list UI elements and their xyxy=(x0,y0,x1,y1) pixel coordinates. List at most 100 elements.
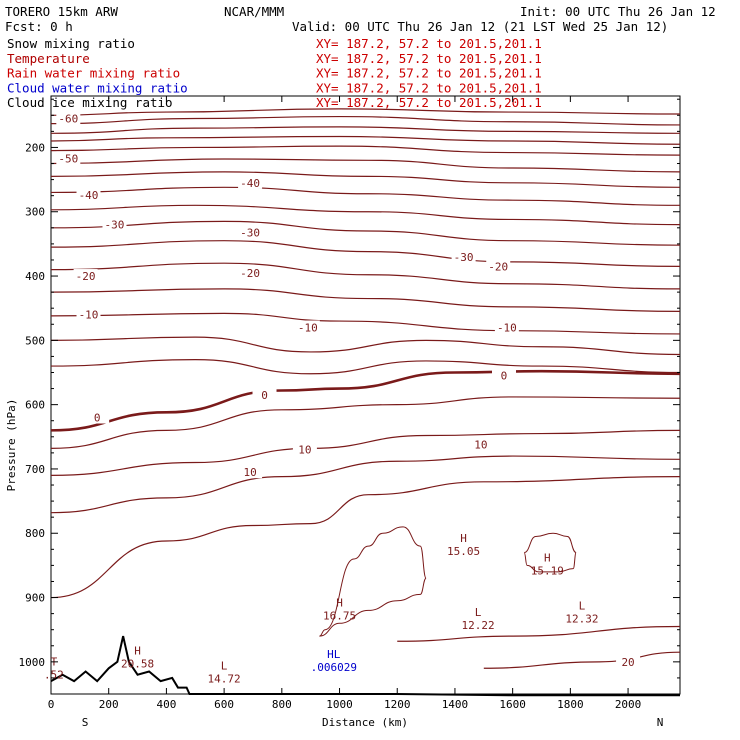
legend-field-extent: XY= 187.2, 57.2 to 201.5,201.1 xyxy=(316,95,542,110)
contour-label-bg xyxy=(468,437,493,451)
legend-field-label: Rain water mixing ratio xyxy=(7,66,180,81)
y-tick-label: 500 xyxy=(25,334,45,347)
y-tick-label: 400 xyxy=(25,270,45,283)
isotherm-line xyxy=(50,135,681,145)
legend-field-extent: XY= 187.2, 57.2 to 201.5,201.1 xyxy=(316,80,542,95)
x-tick-label: 1600 xyxy=(499,698,526,711)
isotherm-line xyxy=(50,145,681,156)
contour-label: -10 xyxy=(497,321,517,334)
contour-label-bg xyxy=(76,188,101,202)
x-tick-label: 600 xyxy=(214,698,234,711)
y-tick-label: 600 xyxy=(25,399,45,412)
y-tick-label: 800 xyxy=(25,527,45,540)
x-tick-label: 400 xyxy=(156,698,176,711)
isotherm-line xyxy=(50,312,681,335)
extremum-value: 15.05 xyxy=(447,545,480,558)
x-tick-label: 1200 xyxy=(384,698,411,711)
y-tick-label: 900 xyxy=(25,592,45,605)
extremum-value: 12.32 xyxy=(565,613,598,626)
contour-label: 20 xyxy=(621,656,634,669)
contour-label: -20 xyxy=(76,270,96,283)
contour-label: -40 xyxy=(79,189,99,202)
contour-label-bg xyxy=(238,265,263,279)
isotherm-line xyxy=(50,186,681,206)
contour-label: -10 xyxy=(79,309,99,322)
legend-field-extent: XY= 187.2, 57.2 to 201.5,201.1 xyxy=(316,36,542,51)
contour-label: -10 xyxy=(298,321,318,334)
contour-label: -60 xyxy=(58,113,78,126)
isotherm-contours xyxy=(50,108,681,669)
x-tick-label: 0 xyxy=(48,698,55,711)
extremum-marker: L xyxy=(475,606,482,619)
legend-field-label: Cloud ice mixing ratio xyxy=(7,95,173,110)
x-tick-label: 1800 xyxy=(557,698,584,711)
y-tick-label: 200 xyxy=(25,141,45,154)
isotherm-line xyxy=(50,476,681,599)
isotherm-line xyxy=(50,204,681,226)
y-axis-label: Pressure (hPa) xyxy=(5,399,18,492)
model-label: TORERO 15km ARW xyxy=(5,4,118,19)
y-tick-label: 300 xyxy=(25,206,45,219)
extremum-marker: H xyxy=(336,596,343,609)
x-tick-label: 800 xyxy=(272,698,292,711)
isotherm-line xyxy=(50,288,681,313)
plot-frame xyxy=(50,95,681,695)
contour-label-bg xyxy=(451,249,476,263)
extremum-value: .006029 xyxy=(311,661,357,674)
field-legend: Snow mixing ratio XY= 187.2, 57.2 to 201.… xyxy=(7,36,542,110)
contour-label: 0 xyxy=(501,370,508,383)
isotherm-line xyxy=(50,158,681,173)
south-label: S xyxy=(82,716,89,729)
x-tick-label: 1000 xyxy=(326,698,353,711)
contour-label-bg xyxy=(491,368,516,382)
isotherm-line xyxy=(50,396,681,449)
extremum-marker: L xyxy=(221,659,228,672)
contour-label-bg xyxy=(85,410,110,424)
extremum-value: 15.19 xyxy=(531,564,564,577)
isotherm-line xyxy=(50,171,681,188)
contour-label: 0 xyxy=(261,389,268,402)
contour-label: -30 xyxy=(454,251,474,264)
y-tick-label: 1000 xyxy=(19,656,46,669)
extremum-value: 12.22 xyxy=(461,619,494,632)
isotherm-line xyxy=(50,126,681,134)
contour-label-bg xyxy=(616,654,641,668)
contour-label-bg xyxy=(102,217,127,231)
isotherm-line xyxy=(397,625,681,642)
contour-label-bg xyxy=(238,225,263,239)
init-label: Init: 00 UTC Thu 26 Jan 12 xyxy=(520,4,716,19)
contour-label: 10 xyxy=(243,466,256,479)
north-label: N xyxy=(657,716,664,729)
contour-label-bg xyxy=(292,442,317,456)
x-axis-label: Distance (km) xyxy=(322,716,408,729)
isotherm-line xyxy=(50,240,681,267)
isotherm-line xyxy=(50,429,681,476)
x-tick-label: 200 xyxy=(99,698,119,711)
isotherm-line xyxy=(483,651,681,669)
y-tick-label: 700 xyxy=(25,463,45,476)
contour-label-bg xyxy=(486,259,511,273)
extremum-value: .52 xyxy=(44,669,64,682)
contour-label-bg xyxy=(494,320,519,334)
fcst-label: Fcst: 0 h xyxy=(5,19,73,34)
contour-label-bg xyxy=(73,269,98,283)
contour-label: -20 xyxy=(240,267,260,280)
contour-label-bg xyxy=(238,175,263,189)
contour-label: 0 xyxy=(94,412,101,425)
extremum-marker: H xyxy=(460,532,467,545)
isotherm-line xyxy=(50,220,681,246)
contour-label: -30 xyxy=(240,226,260,239)
legend-field-label: Snow mixing ratio xyxy=(7,36,135,51)
legend-field-label: Cloud water mixing ratio xyxy=(7,80,188,95)
extremum-marker: L xyxy=(579,600,586,613)
legend-field-extent: XY= 187.2, 57.2 to 201.5,201.1 xyxy=(316,66,542,81)
legend-field-label: Temperature xyxy=(7,51,90,66)
isotherm-line xyxy=(50,262,681,290)
legend-field-extent: XY= 187.2, 57.2 to 201.5,201.1 xyxy=(316,51,542,66)
contour-label-bg xyxy=(56,151,81,165)
valid-label: Valid: 00 UTC Thu 26 Jan 12 (21 LST Wed … xyxy=(292,19,668,34)
contour-label: 10 xyxy=(474,439,487,452)
contour-labels: -60 -50 -40 -40 -30 -30 -30 -20 -20 -20 -10 -10 -10 0… xyxy=(56,111,641,669)
